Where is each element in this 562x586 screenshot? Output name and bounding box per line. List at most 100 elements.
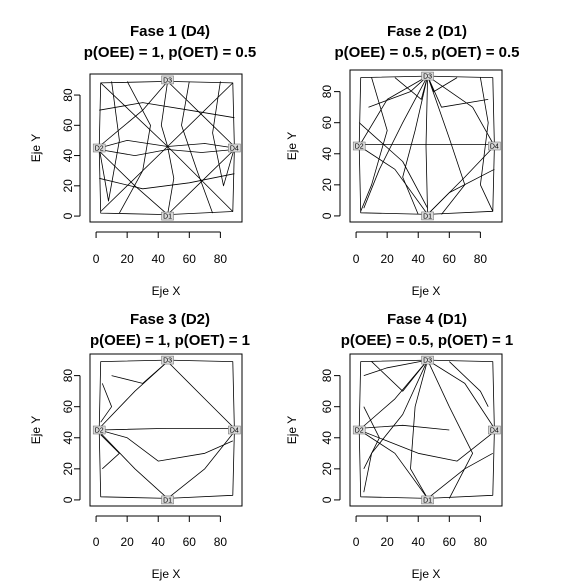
door-box-d3 — [161, 75, 174, 85]
x-tick-label: 80 — [474, 252, 488, 266]
trajectory-6 — [427, 75, 495, 147]
y-tick-label: 80 — [320, 369, 334, 383]
door-label-d3: D3 — [423, 74, 432, 81]
x-axis-label: Eje X — [152, 284, 181, 298]
x-tick-label: 0 — [353, 252, 360, 266]
trajectory-11 — [119, 81, 151, 214]
plot-frame — [89, 353, 243, 507]
trajectory-5 — [167, 361, 235, 429]
trajectory-15 — [98, 81, 120, 202]
trajectory-16 — [212, 81, 235, 187]
trajectory-17 — [394, 75, 428, 100]
trajectory-4 — [425, 76, 428, 215]
x-tick-label: 80 — [214, 535, 228, 549]
door-label-d3: D3 — [163, 358, 172, 365]
door-label-d2: D2 — [95, 146, 104, 153]
trajectory-5 — [427, 359, 473, 499]
x-tick-label: 60 — [443, 252, 457, 266]
x-tick-label: 0 — [353, 535, 360, 549]
y-tick-label: 0 — [61, 496, 75, 503]
trajectory-11 — [363, 359, 428, 376]
door-box-d3 — [161, 355, 174, 365]
x-tick-label: 80 — [214, 252, 228, 266]
y-axis-label: Eje Y — [285, 416, 299, 444]
x-tick-label: 60 — [183, 535, 197, 549]
trajectory-3 — [402, 76, 428, 215]
trajectory-5 — [427, 75, 466, 215]
trajectory-2 — [99, 428, 235, 431]
panel-3: Fase 3 (D2) p(OEE) = 1, p(OET) = 1 D1 D2 D3 D… — [29, 311, 250, 581]
x-tick-label: 0 — [93, 535, 100, 549]
trajectory-14 — [449, 361, 489, 407]
trajectory-8 — [167, 149, 235, 215]
trajectory-1 — [358, 359, 495, 499]
panel-4: Fase 4 (D1) p(OEE) = 0.5, p(OET) = 1 D1 D2 D… — [285, 311, 513, 581]
trajectory-6 — [98, 150, 168, 215]
y-tick-label: 60 — [61, 400, 75, 414]
trajectory-10 — [100, 82, 234, 212]
door-label-d2: D2 — [355, 144, 364, 151]
x-axis-label: Eje X — [152, 567, 181, 581]
y-tick-label: 80 — [61, 88, 75, 102]
y-tick-label: 80 — [61, 369, 75, 383]
door-box-d4 — [488, 425, 501, 435]
trajectory-6 — [167, 431, 235, 499]
chart-title-line1: Fase 2 (D1) — [387, 23, 467, 40]
door-label-d1: D1 — [163, 497, 172, 504]
trajectory-4 — [160, 81, 175, 215]
y-tick-label: 0 — [320, 496, 334, 503]
door-box-d2 — [92, 143, 106, 153]
y-tick-label: 60 — [320, 400, 334, 414]
trajectory-10 — [100, 434, 120, 470]
x-tick-label: 20 — [380, 252, 394, 266]
door-box-d1 — [421, 495, 434, 505]
chart-title-line1: Fase 3 (D2) — [130, 311, 210, 328]
trajectory-13 — [427, 75, 489, 108]
door-box-d1 — [161, 495, 174, 505]
door-label-d3: D3 — [423, 358, 432, 365]
door-box-d3 — [421, 71, 434, 81]
door-label-d3: D3 — [163, 77, 172, 84]
x-tick-label: 20 — [120, 535, 134, 549]
trajectory-7 — [358, 75, 428, 147]
trajectory-13 — [99, 102, 235, 119]
door-label-d4: D4 — [230, 146, 239, 153]
x-tick-label: 40 — [412, 535, 426, 549]
trajectory-7 — [167, 81, 235, 147]
trajectory-11 — [360, 77, 388, 212]
x-tick-label: 20 — [120, 252, 134, 266]
door-box-d2 — [352, 141, 366, 151]
y-tick-label: 20 — [61, 462, 75, 476]
trajectory-15 — [358, 122, 428, 209]
x-tick-label: 40 — [152, 535, 166, 549]
y-tick-label: 40 — [61, 431, 75, 445]
trajectory-13 — [363, 406, 380, 469]
trajectory-16 — [427, 168, 495, 215]
trajectory-10 — [371, 359, 428, 392]
y-tick-label: 20 — [320, 462, 334, 476]
trajectory-14 — [368, 75, 428, 108]
y-tick-label: 20 — [320, 178, 334, 192]
x-axis-label: Eje X — [412, 567, 441, 581]
y-tick-label: 80 — [320, 85, 334, 99]
trajectory-3 — [98, 361, 168, 429]
door-label-d4: D4 — [230, 428, 239, 435]
trajectory-14 — [99, 173, 235, 190]
trajectory-7 — [359, 429, 495, 462]
trajectory-3 — [99, 149, 235, 156]
door-box-d4 — [488, 141, 501, 151]
y-tick-label: 60 — [320, 116, 334, 130]
x-tick-label: 60 — [443, 535, 457, 549]
y-tick-label: 60 — [61, 118, 75, 132]
door-label-d1: D1 — [423, 497, 432, 504]
door-box-d2 — [92, 425, 106, 435]
x-tick-label: 20 — [380, 535, 394, 549]
chart-title-line2: p(OEE) = 0.5, p(OET) = 0.5 — [334, 44, 519, 61]
trajectory-12 — [359, 424, 450, 431]
trajectory-3 — [363, 359, 428, 493]
y-axis-label: Eje Y — [29, 134, 43, 162]
door-box-d2 — [352, 425, 366, 435]
door-box-d1 — [161, 211, 174, 221]
y-tick-label: 0 — [61, 212, 75, 219]
x-tick-label: 40 — [152, 252, 166, 266]
